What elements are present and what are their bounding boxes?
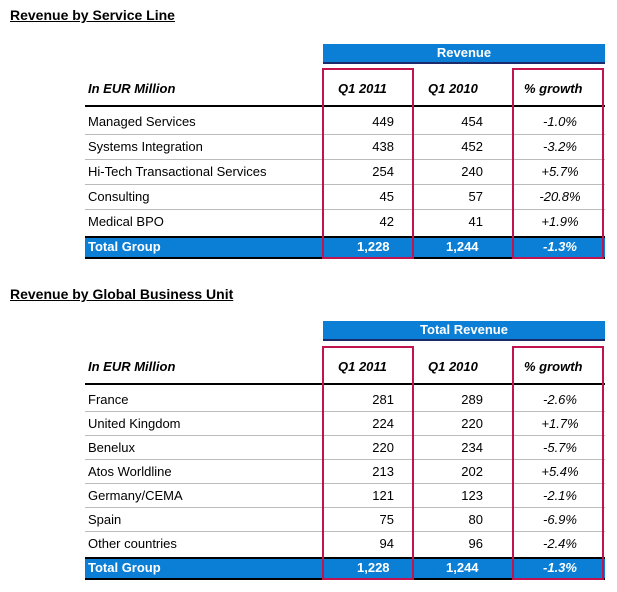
total-q1-2011: 1,228 bbox=[357, 560, 390, 575]
table1-col-q1-2011: Q1 2011 bbox=[338, 81, 387, 96]
row-label: France bbox=[88, 392, 129, 407]
total-q1-2011: 1,228 bbox=[357, 239, 390, 254]
row-label: Hi-Tech Transactional Services bbox=[88, 164, 267, 179]
total-growth: -1.3% bbox=[543, 239, 577, 254]
table1-group-header: Revenue bbox=[323, 44, 605, 64]
total-label: Total Group bbox=[88, 239, 161, 254]
table2-col-q1-2011: Q1 2011 bbox=[338, 359, 387, 374]
row-growth: +5.7% bbox=[541, 164, 579, 179]
table2-group-header: Total Revenue bbox=[323, 321, 605, 341]
row-q1-2011: 224 bbox=[372, 416, 394, 431]
row-divider bbox=[85, 134, 605, 135]
row-label: Atos Worldline bbox=[88, 464, 172, 479]
highlight-box-q1-2011 bbox=[322, 68, 414, 259]
row-q1-2010: 41 bbox=[468, 214, 483, 229]
row-divider bbox=[85, 411, 605, 412]
row-q1-2010: 240 bbox=[461, 164, 483, 179]
row-q1-2011: 281 bbox=[372, 392, 394, 407]
row-growth: +1.9% bbox=[541, 214, 579, 229]
row-q1-2011: 213 bbox=[372, 464, 394, 479]
table1-col-label: In EUR Million bbox=[88, 81, 176, 96]
table1-col-growth: % growth bbox=[524, 81, 583, 96]
total-q1-2010: 1,244 bbox=[446, 560, 479, 575]
row-label: Systems Integration bbox=[88, 139, 203, 154]
table2-total-row: Total Group 1,228 1,244 -1.3% bbox=[85, 557, 605, 580]
row-label: Managed Services bbox=[88, 114, 196, 129]
row-growth: +5.4% bbox=[541, 464, 579, 479]
row-label: Spain bbox=[88, 512, 122, 527]
row-label: Germany/CEMA bbox=[88, 488, 183, 503]
row-q1-2010: 289 bbox=[461, 392, 483, 407]
highlight-box-q1-2011 bbox=[322, 346, 414, 580]
table1-total-row: Total Group 1,228 1,244 -1.3% bbox=[85, 236, 605, 259]
row-growth: -1.0% bbox=[543, 114, 577, 129]
row-q1-2011: 438 bbox=[372, 139, 394, 154]
row-q1-2010: 96 bbox=[468, 536, 483, 551]
total-label: Total Group bbox=[88, 560, 161, 575]
row-q1-2010: 220 bbox=[461, 416, 483, 431]
row-q1-2010: 57 bbox=[468, 189, 483, 204]
table2-header-rule bbox=[85, 383, 605, 385]
highlight-box-growth bbox=[512, 68, 604, 259]
row-label: Medical BPO bbox=[88, 214, 164, 229]
row-growth: -2.6% bbox=[543, 392, 577, 407]
table2-col-growth: % growth bbox=[524, 359, 583, 374]
row-q1-2011: 42 bbox=[379, 214, 394, 229]
row-q1-2011: 94 bbox=[379, 536, 394, 551]
table2-title: Revenue by Global Business Unit bbox=[10, 286, 234, 302]
total-growth: -1.3% bbox=[543, 560, 577, 575]
row-q1-2011: 75 bbox=[379, 512, 394, 527]
row-q1-2011: 254 bbox=[372, 164, 394, 179]
row-divider bbox=[85, 531, 605, 532]
row-growth: -2.1% bbox=[543, 488, 577, 503]
row-growth: -6.9% bbox=[543, 512, 577, 527]
table2-col-q1-2010: Q1 2010 bbox=[428, 359, 478, 374]
row-q1-2011: 121 bbox=[372, 488, 394, 503]
row-q1-2010: 123 bbox=[461, 488, 483, 503]
row-q1-2010: 234 bbox=[461, 440, 483, 455]
row-q1-2011: 449 bbox=[372, 114, 394, 129]
row-label: United Kingdom bbox=[88, 416, 181, 431]
row-divider bbox=[85, 459, 605, 460]
row-divider bbox=[85, 483, 605, 484]
table1-title: Revenue by Service Line bbox=[10, 7, 175, 23]
row-q1-2010: 80 bbox=[468, 512, 483, 527]
row-growth: -3.2% bbox=[543, 139, 577, 154]
row-q1-2010: 202 bbox=[461, 464, 483, 479]
total-q1-2010: 1,244 bbox=[446, 239, 479, 254]
row-growth: -2.4% bbox=[543, 536, 577, 551]
table1-header-rule bbox=[85, 105, 605, 107]
table2-col-label: In EUR Million bbox=[88, 359, 176, 374]
row-growth: -20.8% bbox=[539, 189, 581, 204]
row-growth: -5.7% bbox=[543, 440, 577, 455]
row-divider bbox=[85, 184, 605, 185]
row-label: Consulting bbox=[88, 189, 150, 204]
row-label: Benelux bbox=[88, 440, 135, 455]
row-divider bbox=[85, 209, 605, 210]
row-q1-2011: 220 bbox=[372, 440, 394, 455]
row-divider bbox=[85, 435, 605, 436]
row-q1-2010: 452 bbox=[461, 139, 483, 154]
highlight-box-growth bbox=[512, 346, 604, 580]
row-growth: +1.7% bbox=[541, 416, 579, 431]
row-q1-2010: 454 bbox=[461, 114, 483, 129]
row-divider bbox=[85, 507, 605, 508]
table1-col-q1-2010: Q1 2010 bbox=[428, 81, 478, 96]
row-divider bbox=[85, 159, 605, 160]
row-label: Other countries bbox=[88, 536, 177, 551]
row-q1-2011: 45 bbox=[379, 189, 394, 204]
